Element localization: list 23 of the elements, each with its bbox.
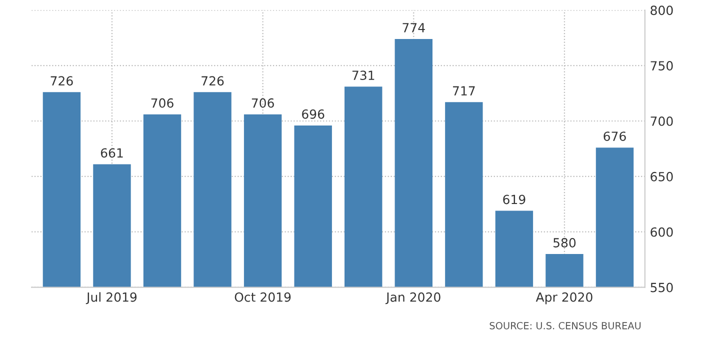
data-label: 706 [252, 98, 274, 108]
y-tick-label: 700 [650, 116, 673, 126]
data-label: 696 [302, 109, 324, 119]
y-tick-label: 750 [650, 61, 673, 70]
source-note: SOURCE: U.S. CENSUS BUREAU [490, 322, 641, 330]
data-label: 726 [50, 76, 73, 86]
data-label: 726 [202, 76, 224, 86]
x-tick-label: Apr 2020 [536, 292, 592, 304]
y-tick-label: 550 [650, 282, 673, 292]
x-tick-label: Oct 2019 [234, 292, 291, 302]
data-label: 580 [554, 238, 576, 248]
y-tick-label: 650 [650, 172, 673, 182]
data-label: 717 [453, 86, 475, 96]
x-tick-label: Jan 2020 [385, 292, 440, 304]
data-label: 676 [604, 132, 626, 142]
data-label: 661 [100, 148, 123, 158]
y-tick-label: 800 [650, 6, 673, 16]
data-label: 706 [151, 98, 174, 108]
data-label: 619 [503, 194, 526, 204]
data-label: 774 [402, 23, 425, 32]
x-tick-label: Jul 2019 [86, 292, 137, 304]
data-label: 731 [352, 70, 374, 80]
y-tick-label: 600 [650, 227, 673, 237]
